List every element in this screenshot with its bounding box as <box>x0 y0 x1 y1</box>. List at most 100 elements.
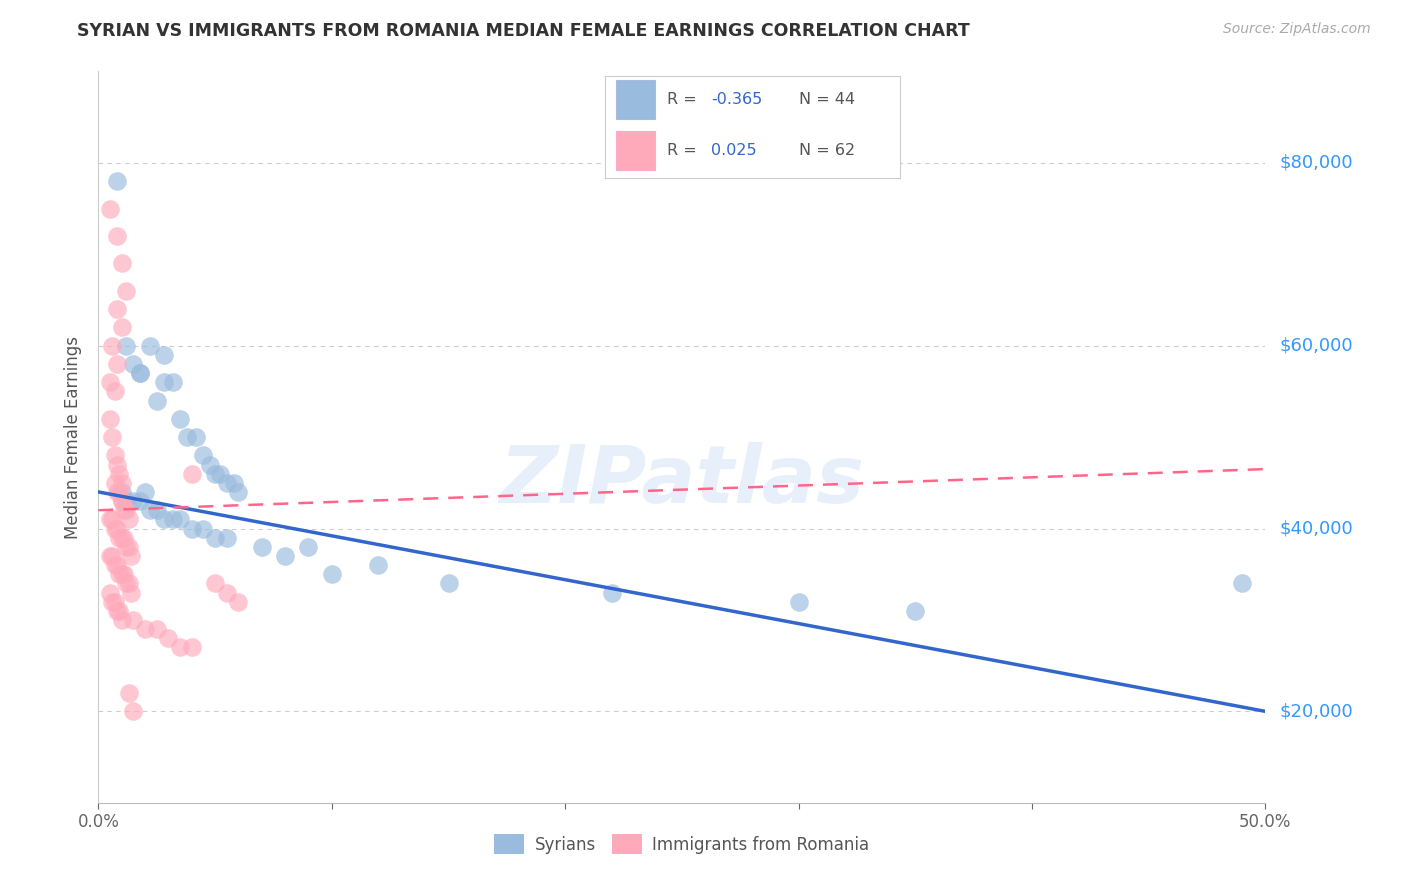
Point <box>169 512 191 526</box>
Point <box>162 512 184 526</box>
Point <box>101 594 124 608</box>
Point <box>105 558 128 573</box>
Point <box>101 549 124 563</box>
Point <box>367 558 389 573</box>
Point <box>98 411 121 425</box>
Point <box>120 549 142 563</box>
Point <box>105 301 128 316</box>
Point <box>169 411 191 425</box>
Point <box>108 531 131 545</box>
Point <box>98 512 121 526</box>
Text: R =: R = <box>666 92 702 107</box>
Point <box>228 594 250 608</box>
Point <box>122 613 145 627</box>
Point <box>104 594 127 608</box>
Text: R =: R = <box>666 144 707 158</box>
Point <box>321 567 343 582</box>
Point <box>115 576 138 591</box>
Point <box>129 366 152 380</box>
Point <box>105 458 128 472</box>
Point <box>208 467 231 481</box>
Text: N = 62: N = 62 <box>800 144 856 158</box>
Point <box>108 567 131 582</box>
Point <box>152 512 174 526</box>
Point <box>120 585 142 599</box>
Point <box>111 494 134 508</box>
Text: N = 44: N = 44 <box>800 92 856 107</box>
Text: 0.025: 0.025 <box>711 144 756 158</box>
Point <box>101 430 124 444</box>
Point <box>111 475 134 490</box>
Point <box>111 567 134 582</box>
Point <box>111 613 134 627</box>
Point <box>437 576 460 591</box>
Point <box>118 512 141 526</box>
Point <box>105 228 128 243</box>
Point <box>108 467 131 481</box>
Point <box>297 540 319 554</box>
Bar <box>616 131 655 170</box>
Point <box>112 567 135 582</box>
Point <box>129 366 152 380</box>
Point <box>115 284 138 298</box>
Point <box>105 357 128 371</box>
Point <box>169 640 191 655</box>
Point <box>139 503 162 517</box>
Point <box>105 521 128 535</box>
Text: -0.365: -0.365 <box>711 92 762 107</box>
Point <box>134 622 156 636</box>
Point <box>118 576 141 591</box>
Text: Source: ZipAtlas.com: Source: ZipAtlas.com <box>1223 22 1371 37</box>
Point <box>146 503 169 517</box>
Point <box>111 320 134 334</box>
Point <box>204 531 226 545</box>
Point <box>105 174 128 188</box>
Point <box>112 531 135 545</box>
Point <box>108 484 131 499</box>
Point <box>176 430 198 444</box>
Text: SYRIAN VS IMMIGRANTS FROM ROMANIA MEDIAN FEMALE EARNINGS CORRELATION CHART: SYRIAN VS IMMIGRANTS FROM ROMANIA MEDIAN… <box>77 22 970 40</box>
Point <box>115 338 138 352</box>
Point <box>115 503 138 517</box>
Point <box>215 585 238 599</box>
Text: ZIPatlas: ZIPatlas <box>499 442 865 520</box>
Point <box>104 558 127 573</box>
Point <box>134 484 156 499</box>
Point <box>1230 576 1253 591</box>
Y-axis label: Median Female Earnings: Median Female Earnings <box>65 335 83 539</box>
Point <box>101 512 124 526</box>
Point <box>222 475 245 490</box>
Point <box>215 531 238 545</box>
Point <box>111 494 134 508</box>
Point <box>193 448 215 462</box>
Point <box>104 384 127 399</box>
Text: $40,000: $40,000 <box>1279 519 1353 538</box>
Point <box>180 521 202 535</box>
Point <box>122 357 145 371</box>
Point <box>204 467 226 481</box>
Point <box>98 375 121 389</box>
Point <box>115 494 138 508</box>
Point <box>122 494 145 508</box>
Point <box>152 375 174 389</box>
Point <box>118 686 141 700</box>
Point <box>180 640 202 655</box>
Point <box>215 475 238 490</box>
Point <box>146 393 169 408</box>
Point <box>98 585 121 599</box>
Point <box>104 475 127 490</box>
Point <box>129 494 152 508</box>
Point <box>157 631 180 645</box>
Point <box>152 348 174 362</box>
Point <box>111 531 134 545</box>
Text: $20,000: $20,000 <box>1279 702 1353 721</box>
Point <box>104 448 127 462</box>
Point <box>105 484 128 499</box>
Point <box>118 540 141 554</box>
Legend: Syrians, Immigrants from Romania: Syrians, Immigrants from Romania <box>488 828 876 860</box>
Point <box>122 705 145 719</box>
Point <box>200 458 222 472</box>
Bar <box>616 80 655 119</box>
Point <box>228 484 250 499</box>
Point <box>204 576 226 591</box>
